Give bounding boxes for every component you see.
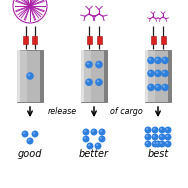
Circle shape (32, 130, 39, 137)
Bar (23, 36, 28, 44)
Bar (151, 36, 155, 44)
Circle shape (166, 135, 168, 137)
Circle shape (99, 136, 105, 143)
Circle shape (87, 80, 89, 82)
Circle shape (97, 62, 99, 65)
Circle shape (164, 133, 171, 140)
Bar (20, 50, 27, 102)
Circle shape (85, 78, 93, 86)
Circle shape (149, 58, 151, 61)
Bar (145, 50, 171, 102)
Circle shape (161, 57, 169, 64)
Circle shape (160, 142, 162, 144)
Circle shape (164, 140, 171, 148)
Circle shape (152, 140, 158, 148)
Text: best: best (147, 149, 169, 159)
Circle shape (95, 78, 103, 86)
Circle shape (95, 61, 103, 68)
Text: good: good (18, 149, 42, 159)
Circle shape (145, 140, 152, 148)
Text: release: release (47, 108, 77, 117)
Circle shape (154, 57, 162, 64)
Circle shape (161, 84, 169, 91)
Circle shape (21, 130, 29, 137)
Circle shape (158, 140, 165, 148)
Bar (17, 50, 43, 102)
Circle shape (163, 85, 165, 88)
Bar (81, 50, 107, 102)
Bar (32, 36, 37, 44)
Bar (96, 36, 102, 44)
Circle shape (153, 135, 155, 137)
Bar (40, 50, 43, 102)
Circle shape (149, 71, 151, 74)
Circle shape (160, 135, 162, 137)
Circle shape (147, 84, 155, 91)
Circle shape (156, 142, 158, 144)
Circle shape (92, 130, 94, 132)
Circle shape (164, 127, 171, 133)
Bar (84, 50, 91, 102)
Circle shape (27, 137, 33, 145)
Circle shape (28, 74, 30, 76)
Circle shape (146, 128, 148, 130)
Circle shape (84, 130, 86, 132)
Bar (145, 50, 148, 102)
Circle shape (153, 142, 155, 144)
Circle shape (28, 139, 30, 141)
Bar (104, 50, 107, 102)
Circle shape (163, 58, 165, 61)
Circle shape (145, 127, 152, 133)
Circle shape (166, 142, 168, 144)
Bar (17, 50, 20, 102)
Circle shape (83, 136, 89, 143)
Circle shape (147, 57, 155, 64)
Circle shape (156, 58, 158, 61)
Circle shape (152, 127, 158, 133)
Circle shape (88, 144, 90, 146)
Text: better: better (79, 149, 109, 159)
Bar (168, 50, 171, 102)
Text: of cargo: of cargo (110, 108, 142, 117)
Circle shape (86, 143, 93, 149)
Circle shape (163, 71, 165, 74)
Circle shape (154, 84, 162, 91)
Circle shape (156, 85, 158, 88)
Circle shape (161, 70, 169, 77)
Circle shape (33, 132, 35, 134)
Circle shape (154, 70, 162, 77)
Circle shape (85, 61, 93, 68)
Circle shape (147, 70, 155, 77)
Circle shape (87, 62, 89, 65)
Circle shape (95, 143, 102, 149)
Circle shape (149, 85, 151, 88)
Circle shape (146, 135, 148, 137)
Circle shape (155, 140, 161, 148)
Circle shape (84, 137, 86, 139)
Circle shape (146, 142, 148, 144)
Circle shape (153, 128, 155, 130)
Circle shape (96, 144, 98, 146)
Circle shape (90, 129, 98, 136)
Circle shape (83, 129, 89, 136)
Bar (161, 36, 165, 44)
Circle shape (152, 133, 158, 140)
Circle shape (160, 128, 162, 130)
Bar (86, 36, 92, 44)
Circle shape (99, 129, 105, 136)
Circle shape (13, 0, 47, 23)
Bar (81, 50, 84, 102)
Circle shape (97, 80, 99, 82)
Circle shape (158, 127, 165, 133)
Circle shape (100, 137, 102, 139)
Bar (148, 50, 155, 102)
Circle shape (145, 133, 152, 140)
Circle shape (26, 72, 34, 80)
Circle shape (166, 128, 168, 130)
Circle shape (100, 130, 102, 132)
Circle shape (158, 133, 165, 140)
Circle shape (156, 71, 158, 74)
Circle shape (23, 132, 25, 134)
